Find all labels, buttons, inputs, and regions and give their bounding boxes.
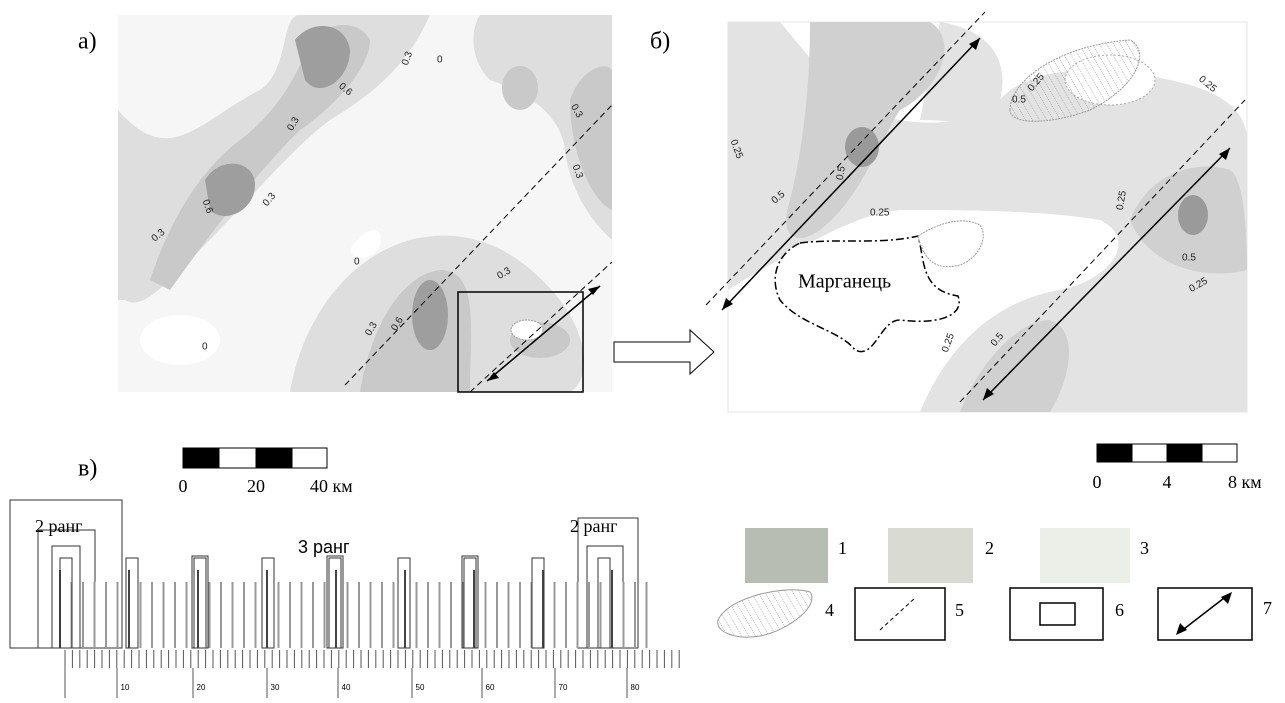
ruler-label: 50	[416, 683, 425, 692]
rank-box	[194, 558, 206, 648]
ruler-label: 20	[197, 683, 206, 692]
legend-label: 6	[1115, 600, 1124, 620]
legend-label: 3	[1140, 538, 1149, 558]
scale-bar-a	[183, 448, 327, 468]
panel-label: б)	[650, 29, 670, 55]
scale-label: 8 км	[1228, 472, 1262, 492]
contour-label: 0.5	[1012, 95, 1026, 106]
map-a	[118, 15, 612, 392]
ruler-label: 70	[559, 683, 568, 692]
panel-label: а)	[78, 29, 97, 55]
map-b	[706, 12, 1247, 412]
scale-label: 0	[1093, 472, 1102, 492]
rank-box	[60, 558, 72, 648]
rank-label: 2 ранг	[570, 516, 618, 536]
legend-label: 7	[1263, 598, 1272, 618]
rank-diagram	[10, 500, 647, 648]
legend-label: 2	[985, 538, 994, 558]
figure: 0.3 0 0.6 0.3 0.6 0.3 0.3 0.3 0 0.3 0.3 …	[0, 0, 1285, 698]
scale-label: 40 км	[310, 476, 353, 496]
ruler-label: 40	[342, 683, 351, 692]
contour-label: 0.25	[870, 208, 890, 219]
contour-label: 0	[437, 55, 443, 66]
zoom-arrow	[614, 330, 714, 374]
scale-label: 20	[247, 476, 265, 496]
rank-box	[126, 558, 138, 648]
scale-label: 0	[179, 476, 188, 496]
contour-label: 0	[202, 342, 208, 353]
rank-label: 3 ранг	[298, 537, 350, 557]
ruler-label: 80	[631, 683, 640, 692]
rank-label: 2 ранг	[35, 516, 83, 536]
legend-label: 4	[825, 600, 834, 620]
place-name: Марганець	[798, 271, 891, 293]
ruler-label: 30	[271, 683, 280, 692]
ruler-label: 10	[121, 683, 130, 692]
contour-label: 0.5	[1182, 253, 1196, 264]
ruler-label: 60	[486, 683, 495, 692]
scale-label: 4	[1163, 472, 1172, 492]
legend-label: 5	[955, 600, 964, 620]
contour-label: 0	[354, 257, 360, 268]
legend-label: 1	[838, 538, 847, 558]
scale-bar-b	[1097, 444, 1237, 462]
panel-label: в)	[78, 456, 97, 482]
